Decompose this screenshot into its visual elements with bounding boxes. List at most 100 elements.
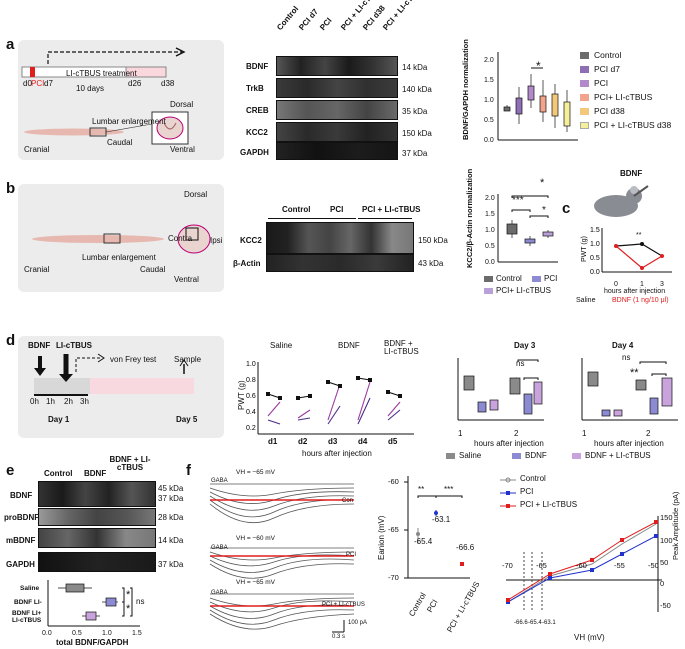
b-ipsi: Ipsi xyxy=(210,236,223,245)
f-scale-pa: 100 pA xyxy=(348,620,368,626)
d-3h: 3h xyxy=(80,397,89,406)
b-ventral: Ventral xyxy=(174,275,199,284)
f-iv-ytick-1: 100 xyxy=(660,536,673,545)
d-day-4: d4 xyxy=(358,437,368,446)
d-legend-bdnf: BDNF xyxy=(338,341,360,350)
f-eanion-x-1: PCI xyxy=(425,597,440,614)
b-line-pci xyxy=(326,218,356,219)
f-eanion-x-0: Control xyxy=(407,591,428,618)
f-iv-ytick-0: 150 xyxy=(660,513,673,522)
e-kda-mbdnf: 14 kDa xyxy=(158,536,184,545)
f-iv-ytick-4: -50 xyxy=(660,601,671,610)
f-eanion-val-1: -63.1 xyxy=(432,515,451,524)
a-band-creb xyxy=(276,100,398,120)
e-row-gapdh: GAPDH xyxy=(6,560,35,569)
f-eanion-star-1: ** xyxy=(418,485,425,494)
svg-text:0.5: 0.5 xyxy=(590,255,600,262)
a-col-control: Control xyxy=(275,4,301,32)
f-gaba-2: GABA xyxy=(211,545,228,551)
f-cond-3: PCI + LI-cTBUS xyxy=(322,602,365,608)
d-day5: Day 5 xyxy=(176,415,198,424)
e-tick-3: 1.5 xyxy=(132,630,142,637)
d-box-x1b: 1 xyxy=(582,429,587,438)
e-band-probdnf xyxy=(38,508,156,526)
a-row-creb: CREB xyxy=(246,106,269,115)
b-band-actin xyxy=(266,254,414,272)
f-iv-legend-0: Control xyxy=(520,474,546,483)
d-line-chart: 1.0 0.8 0.6 0.4 0.2 xyxy=(246,361,414,435)
a-band-trkb xyxy=(276,78,398,98)
c-stars: ** xyxy=(636,232,642,239)
d-box-legend-0: Saline xyxy=(459,451,482,460)
a-legend-swatch-5 xyxy=(580,122,589,129)
a-row-kcc2: KCC2 xyxy=(246,128,268,137)
c-x3: 3 xyxy=(660,281,664,288)
svg-text:1.0: 1.0 xyxy=(485,227,495,234)
d-box-legend-swatch-0 xyxy=(446,453,455,459)
f-iv-legend-2: PCI + LI-cTBUS xyxy=(520,500,578,509)
e-xlabel: total BDNF/GAPDH xyxy=(56,638,129,647)
f-iv-ylabel: Peak Amplitude (pA) xyxy=(671,491,680,560)
a-band-kcc2 xyxy=(276,122,398,142)
a-legend-swatch-1 xyxy=(580,66,589,73)
svg-text:0.5: 0.5 xyxy=(484,117,494,124)
f-eanion-plot xyxy=(404,476,470,579)
d-vonfrey: von Frey test xyxy=(110,355,157,364)
b-legend-swatch-0 xyxy=(484,276,493,282)
panel-a-label: a xyxy=(6,36,15,53)
e-boxplot xyxy=(47,580,140,627)
panel-c-label: c xyxy=(562,200,571,217)
svg-text:0.5: 0.5 xyxy=(485,243,495,250)
a-legend-2: PCI xyxy=(594,78,609,88)
f-iv-rev-0: -66.6 xyxy=(514,620,528,626)
e-box-saline: Saline xyxy=(20,585,40,592)
svg-text:1.5: 1.5 xyxy=(484,77,494,84)
b-row-kcc2: KCC2 xyxy=(240,236,262,245)
d-0h: 0h xyxy=(30,397,39,406)
a-legend-swatch-4 xyxy=(580,108,589,115)
e-box-bdnf-li: BDNF LI+ LI-cTBUS xyxy=(12,610,42,624)
a-cranial: Cranial xyxy=(24,145,50,154)
d-day4-title: Day 4 xyxy=(612,341,634,350)
f-iv-rev-2: -63.1 xyxy=(542,620,556,626)
f-iv-legend-1: PCI xyxy=(520,487,534,496)
e-band-bdnf xyxy=(38,481,156,507)
d-box-legend-swatch-2 xyxy=(572,453,581,459)
f-iv-ytick-2: 50 xyxy=(660,558,669,567)
b-legend-0: Control xyxy=(496,274,522,283)
d-box-x1: 1 xyxy=(458,429,463,438)
a-d7: d7 xyxy=(44,79,53,88)
d-box-legend-swatch-1 xyxy=(512,453,521,459)
a-kda-gapdh: 37 kDa xyxy=(402,149,428,158)
a-row-trkb: TrkB xyxy=(246,84,264,93)
panel-b-anatomy-svg xyxy=(32,224,211,254)
b-group-pci-li: PCI + LI-cTBUS xyxy=(362,205,421,214)
svg-text:2.0: 2.0 xyxy=(484,57,494,64)
a-row-gapdh: GAPDH xyxy=(240,148,269,157)
e-ns: ns xyxy=(136,597,145,606)
svg-text:0.0: 0.0 xyxy=(590,269,600,276)
f-vh-3: VH = −65 mV xyxy=(236,579,276,586)
e-star-1: * xyxy=(126,589,131,601)
e-kda-bdnf-45: 45 kDa xyxy=(158,484,184,493)
f-iv-ytick-3: 0 xyxy=(660,579,665,588)
d-box-legend-1: BDNF xyxy=(525,451,547,460)
d-day4-ns: ns xyxy=(622,353,631,362)
e-col-control: Control xyxy=(44,469,73,478)
svg-text:1.5: 1.5 xyxy=(590,227,600,234)
f-eanion-ytick-2: -70 xyxy=(388,573,399,582)
a-kda-trkb: 140 kDa xyxy=(402,85,432,94)
d-day1: Day 1 xyxy=(48,415,70,424)
d-box-xlabel-4: hours after injection xyxy=(594,439,664,448)
svg-text:1.0: 1.0 xyxy=(246,361,256,368)
a-ylabel: BDNF/GAPDH normalization xyxy=(461,39,470,140)
a-pci: PCI xyxy=(31,79,45,88)
panel-a-schematic xyxy=(18,40,224,160)
e-kda-bdnf-37: 37 kDa xyxy=(158,494,184,503)
e-row-bdnf: BDNF xyxy=(10,491,33,500)
a-band-gapdh xyxy=(276,142,398,160)
d-day3-ns: ns xyxy=(516,359,525,368)
d-licTBUS: LI-cTBUS xyxy=(56,341,92,350)
d-day4-star: ** xyxy=(630,367,639,379)
f-cond-2: PCI xyxy=(346,552,357,558)
